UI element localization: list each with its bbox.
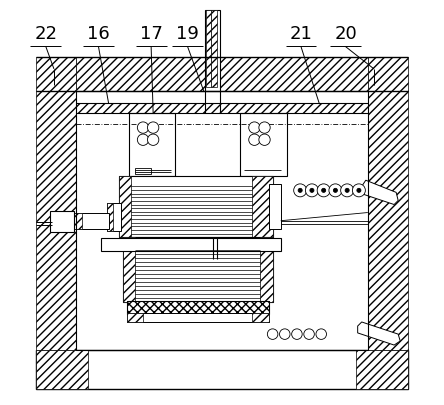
Circle shape — [298, 188, 302, 192]
Circle shape — [329, 184, 342, 197]
Circle shape — [147, 122, 159, 133]
Bar — [127, 301, 269, 314]
Bar — [100, 238, 281, 251]
Bar — [211, 10, 217, 87]
Text: 20: 20 — [334, 25, 357, 43]
Bar — [119, 176, 131, 237]
Bar — [252, 176, 273, 237]
Circle shape — [292, 329, 302, 339]
Bar — [36, 350, 408, 389]
Circle shape — [249, 122, 260, 133]
Circle shape — [321, 188, 326, 192]
Bar — [240, 113, 287, 176]
Circle shape — [341, 184, 353, 197]
Bar — [123, 237, 135, 302]
Bar — [123, 237, 273, 302]
Circle shape — [137, 122, 149, 133]
Polygon shape — [358, 322, 400, 345]
Bar — [36, 350, 88, 389]
Bar — [107, 202, 113, 231]
Bar — [129, 113, 175, 176]
Bar — [107, 202, 121, 231]
Text: 21: 21 — [289, 25, 313, 43]
Circle shape — [333, 188, 337, 192]
Bar — [76, 103, 368, 113]
Circle shape — [345, 188, 349, 192]
Circle shape — [259, 134, 270, 145]
Bar — [127, 301, 269, 314]
Text: 22: 22 — [34, 25, 57, 43]
Bar — [119, 176, 273, 237]
Circle shape — [305, 184, 318, 197]
Circle shape — [316, 329, 326, 339]
Polygon shape — [362, 180, 398, 205]
Bar — [127, 313, 269, 322]
Bar — [269, 184, 281, 229]
Bar — [127, 313, 143, 322]
Text: 19: 19 — [176, 25, 199, 43]
Circle shape — [317, 184, 330, 197]
Bar — [368, 91, 408, 350]
Bar — [206, 10, 211, 87]
Text: 16: 16 — [87, 25, 110, 43]
Circle shape — [310, 188, 314, 192]
Bar — [252, 313, 269, 322]
Bar — [50, 211, 74, 232]
Bar — [76, 57, 368, 91]
Circle shape — [137, 134, 149, 145]
Circle shape — [357, 188, 361, 192]
Bar — [36, 57, 76, 91]
Circle shape — [280, 329, 290, 339]
Circle shape — [249, 134, 260, 145]
Bar — [261, 237, 273, 302]
Bar — [36, 91, 76, 350]
Circle shape — [353, 184, 365, 197]
Circle shape — [267, 329, 278, 339]
Circle shape — [293, 184, 307, 197]
Bar — [135, 168, 151, 174]
Circle shape — [259, 122, 270, 133]
Circle shape — [304, 329, 314, 339]
Bar — [356, 350, 408, 389]
Bar — [72, 213, 109, 229]
Circle shape — [147, 134, 159, 145]
Bar — [368, 57, 408, 91]
Bar — [72, 213, 82, 229]
Bar — [205, 10, 220, 91]
Text: 17: 17 — [140, 25, 163, 43]
